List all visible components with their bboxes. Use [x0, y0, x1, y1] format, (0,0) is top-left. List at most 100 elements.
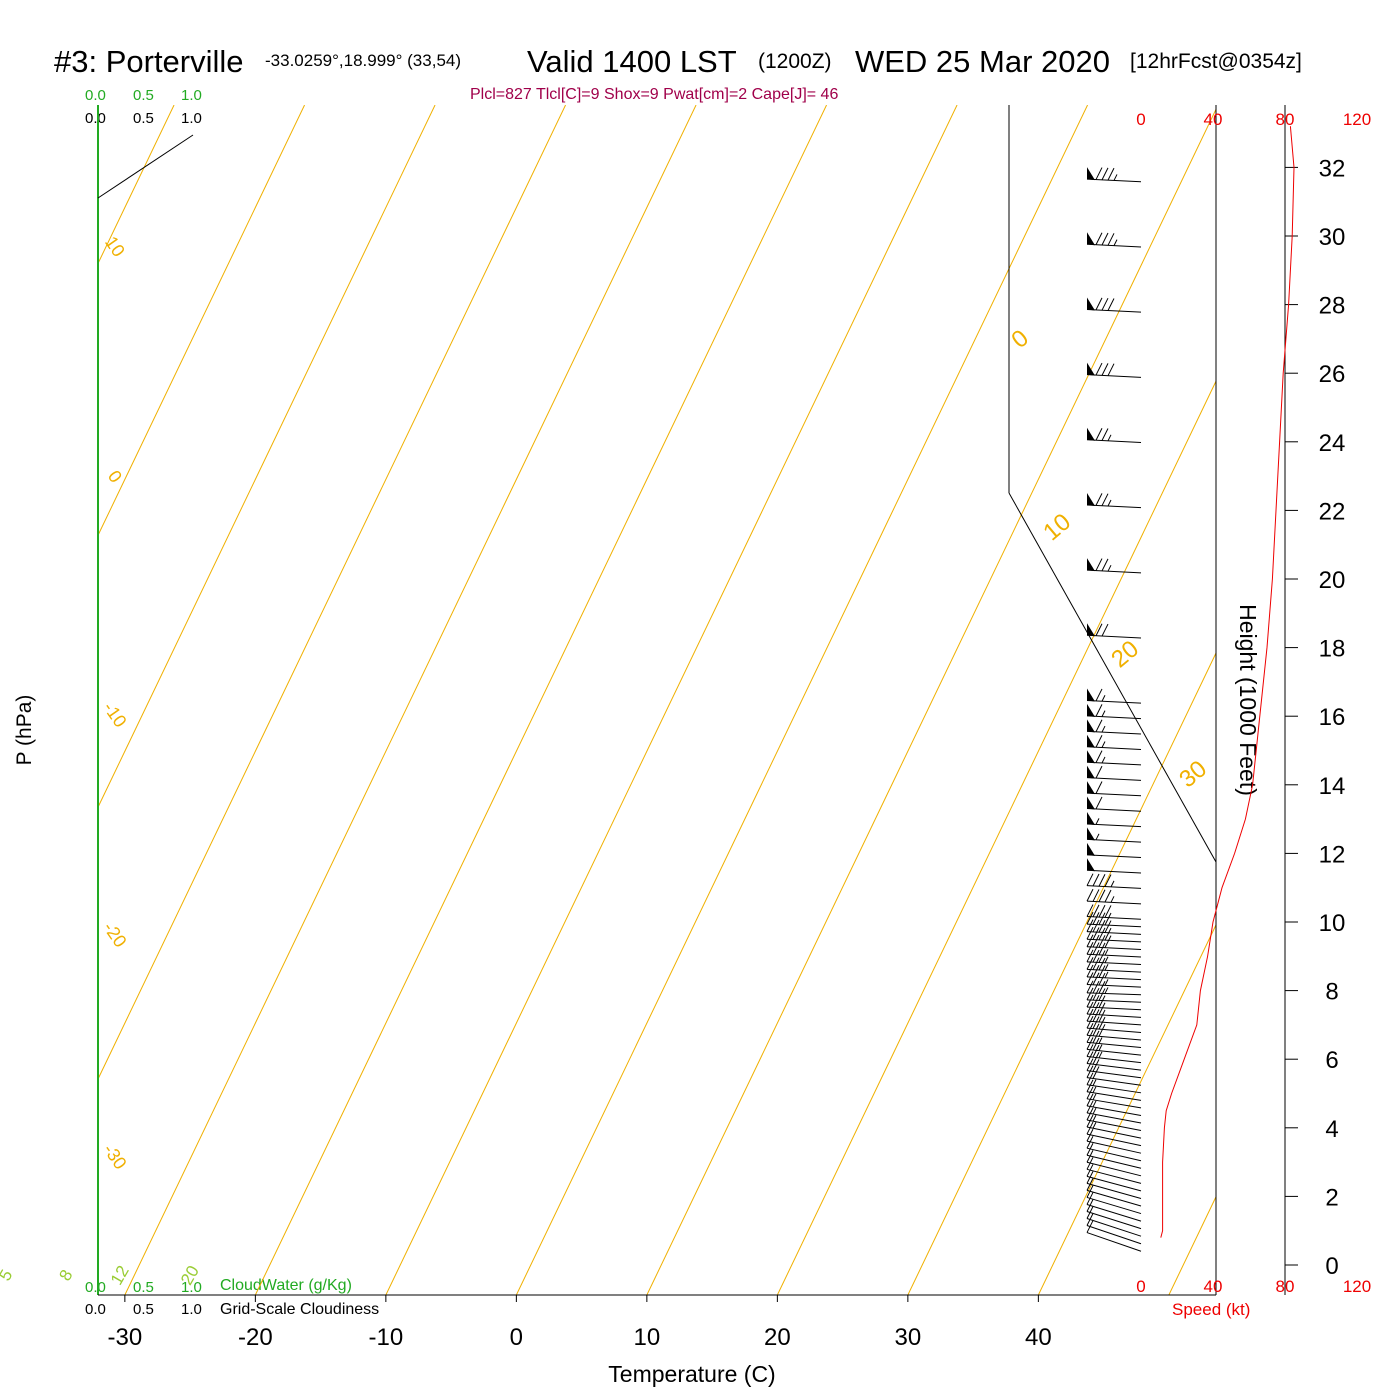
wind-barb-full	[1095, 558, 1103, 571]
forecast-label: [12hrFcst@0354z]	[1130, 50, 1302, 73]
wind-barb-full	[1086, 1001, 1094, 1015]
wind-barb	[1086, 1086, 1142, 1109]
cloudiness-label: Grid-Scale Cloudiness	[220, 1301, 379, 1318]
wind-barb	[1086, 873, 1142, 889]
wind-barb-full	[1098, 920, 1106, 933]
wind-barb	[1086, 811, 1142, 828]
wind-barb-staff	[1086, 1098, 1142, 1109]
wind-barb-half	[1104, 971, 1109, 979]
wind-barb-staff	[1086, 1182, 1142, 1199]
wind-barb-full	[1104, 920, 1112, 933]
cloudwater-scale-top: 0.0 0.5 1.0 0.0 0.5 1.0	[85, 87, 202, 127]
wind-barb-staff	[1086, 1168, 1142, 1184]
wind-barb-full	[1086, 926, 1094, 940]
wind-barb-full	[1095, 428, 1103, 441]
wind-barb-full	[1104, 912, 1112, 926]
wind-barb-staff	[1086, 1140, 1142, 1154]
wind-barb-full	[1086, 1044, 1094, 1057]
wind-barb-full	[1098, 889, 1106, 902]
isotherm-line	[254, 105, 828, 1295]
wind-barb-staff	[1086, 1232, 1142, 1252]
wind-barb	[1086, 1220, 1142, 1252]
wind-barb-staff	[1086, 715, 1142, 720]
wind-barb	[1086, 1051, 1142, 1071]
wind-barb-staff	[1086, 1189, 1142, 1207]
wind-barb-half	[1092, 1093, 1097, 1101]
wind-barb-full	[1098, 912, 1106, 925]
wind-barb-full	[1098, 981, 1106, 994]
plot-frame	[97, 105, 1217, 1296]
wind-barb-staff	[1086, 1013, 1142, 1018]
wind-barb-flag	[1087, 427, 1095, 441]
wind-barb-full	[1086, 987, 1094, 1001]
wind-barb	[1086, 232, 1142, 248]
wind-barb-full	[1101, 363, 1109, 376]
wind-barb	[1086, 1015, 1142, 1033]
wind-barb-full	[1092, 1016, 1100, 1029]
wind-barb	[1086, 167, 1142, 183]
cloudwater-label: CloudWater (g/Kg)	[220, 1277, 352, 1294]
wind-barb-full	[1086, 1086, 1094, 1100]
wind-barb-staff	[1086, 1218, 1142, 1237]
wind-barb-half	[1101, 741, 1106, 748]
wind-barb-full	[1095, 704, 1103, 717]
wind-barb-staff	[1086, 1020, 1142, 1026]
wind-barb	[1086, 1001, 1142, 1018]
wind-barb-staff	[1086, 1055, 1142, 1064]
height-tick-28: 28	[1319, 293, 1346, 320]
wind-barb-half	[1104, 948, 1109, 956]
wind-barb	[1086, 734, 1142, 750]
wind-barb-staff	[1086, 961, 1142, 966]
temperature-tick-20: 20	[764, 1324, 791, 1351]
wind-barb-flag	[1087, 734, 1095, 748]
wind-barb-flag	[1087, 719, 1095, 733]
wind-barb-full	[1095, 781, 1103, 794]
temperature-tick-40: 40	[1025, 1324, 1052, 1351]
wind-barb-full	[1092, 1023, 1100, 1036]
wind-barb-full	[1086, 1072, 1094, 1085]
isotherm-line	[1037, 923, 1216, 1295]
wind-barb-full	[1086, 1015, 1094, 1029]
wind-barb-full	[1104, 905, 1112, 918]
wind-barb-full	[1101, 623, 1109, 637]
cloudiness-bottom-tick-05: 0.5	[133, 1301, 154, 1318]
wind-barb-staff	[1086, 1203, 1142, 1222]
cloudwater-scale-bottom: 0.0 0.5 1.0 CloudWater (g/Kg) 0.0 0.5 1.…	[85, 1277, 379, 1318]
height-tick-26: 26	[1319, 361, 1346, 388]
wind-barb-staff	[1086, 1154, 1142, 1169]
wind-barb	[1086, 1079, 1142, 1101]
wind-barb-full	[1086, 1008, 1094, 1022]
height-tick-22: 22	[1319, 498, 1346, 525]
wind-barb-staff	[1086, 992, 1142, 996]
wind-barb	[1086, 297, 1142, 313]
wind-barb-full	[1092, 919, 1100, 933]
wind-barb-full	[1098, 965, 1106, 978]
wind-barb-staff	[1086, 792, 1142, 797]
height-tick-14: 14	[1319, 773, 1346, 800]
wind-barb-full	[1086, 873, 1094, 886]
wind-barb-staff	[1086, 885, 1142, 889]
height-tick-0: 0	[1325, 1253, 1338, 1280]
wind-barb	[1086, 703, 1142, 720]
height-tick-32: 32	[1319, 155, 1346, 182]
isotherm-label-left--20: -20	[99, 918, 130, 951]
wind-barb-flag	[1087, 827, 1095, 841]
temperature-tick-0: 0	[510, 1324, 523, 1351]
wind-barb-full	[1104, 935, 1112, 948]
height-tick-30: 30	[1319, 224, 1346, 251]
isotherm-label-left--10: -10	[99, 698, 130, 731]
wind-barb-full	[1104, 927, 1112, 941]
wind-barb-staff	[1086, 1147, 1142, 1162]
wind-barb-full	[1095, 493, 1103, 506]
wind-barb-full	[1098, 988, 1106, 1001]
isotherm-label-right-20: 20	[1106, 635, 1144, 673]
temperature-tick-10: 10	[634, 1324, 661, 1351]
wind-barb-full	[1095, 796, 1103, 810]
wind-barb	[1086, 1065, 1142, 1086]
wind-barb-full	[1086, 972, 1094, 985]
wind-barb-full	[1086, 949, 1094, 963]
wind-barb-full	[1095, 623, 1103, 636]
wind-barb-staff	[1086, 1063, 1142, 1071]
